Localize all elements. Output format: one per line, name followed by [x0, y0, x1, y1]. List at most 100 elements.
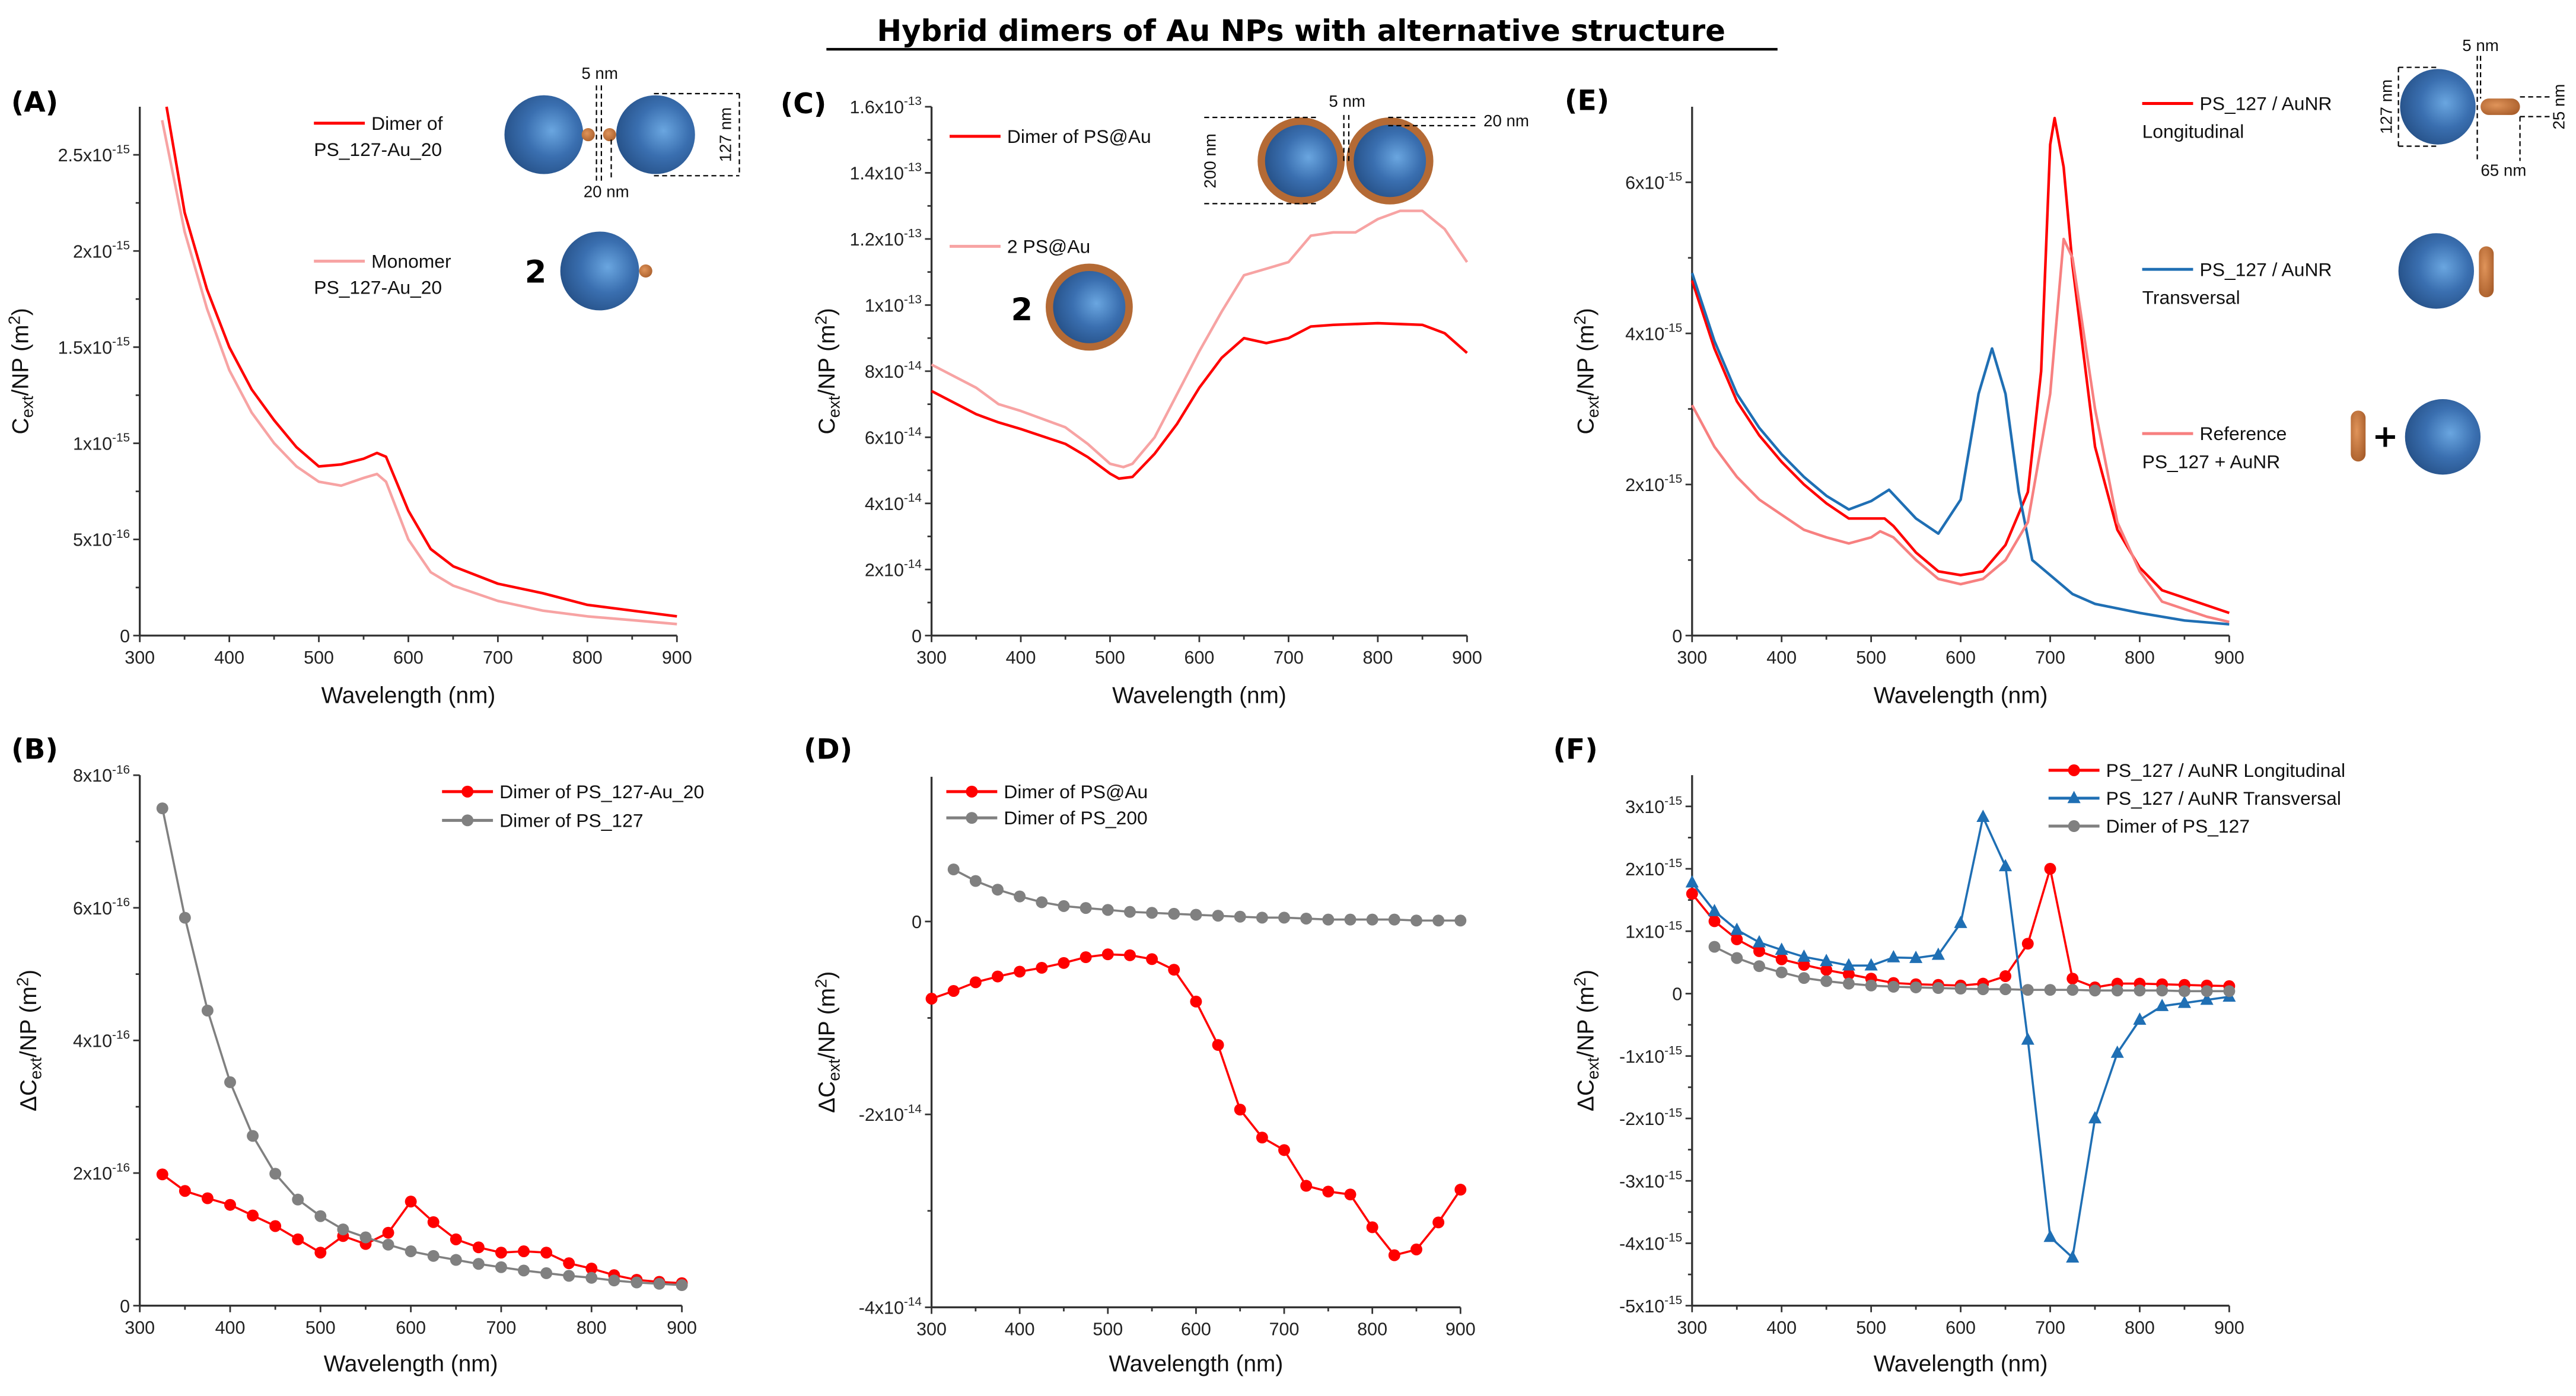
y-tick-label: 2x10-14 — [865, 557, 922, 581]
y-tick-label: -2x10-14 — [859, 1102, 922, 1125]
series-line — [165, 106, 677, 618]
legend-item: 2 PS@Au — [950, 235, 1090, 257]
data-point — [585, 1263, 598, 1275]
y-tick-base: 1.2x10 — [849, 230, 903, 250]
legend-item: Dimer of PS_127 — [442, 809, 644, 831]
y-label-main: ) — [16, 970, 42, 977]
data-point — [1036, 961, 1048, 974]
data-point — [495, 1261, 507, 1273]
x-axis-label: Wavelength (nm) — [321, 683, 496, 708]
data-point — [224, 1076, 236, 1088]
legend-label: 2 PS@Au — [1007, 235, 1090, 257]
data-point — [1410, 1243, 1422, 1255]
series-line — [1690, 237, 2230, 623]
y-label-main: C — [8, 417, 33, 434]
data-point — [1101, 948, 1114, 961]
data-point — [2021, 984, 2034, 996]
series-reference-ps-127-aunr — [1690, 237, 2230, 623]
diameter-label: 127 nm — [717, 107, 735, 162]
data-point — [1080, 951, 1092, 964]
x-tick-label: 700 — [1269, 1319, 1300, 1340]
data-point — [1730, 922, 1744, 935]
data-point — [2044, 984, 2056, 996]
series-2-ps-au — [931, 209, 1469, 468]
x-tick-label: 500 — [1856, 1318, 1886, 1338]
legend-marker — [461, 814, 474, 827]
y-label-subscript: ext — [824, 1059, 843, 1081]
y-tick-base: 5x10 — [73, 530, 112, 550]
data-point — [1454, 914, 1467, 927]
rod-width-label: 25 nm — [2549, 84, 2568, 130]
series-line — [161, 120, 677, 626]
y-tick-label: -4x10-15 — [1619, 1231, 1682, 1254]
data-point — [201, 1005, 214, 1017]
data-point — [2223, 985, 2236, 997]
data-point — [1775, 953, 1788, 965]
data-point — [1865, 979, 1877, 992]
data-point — [1454, 1184, 1467, 1196]
y-tick-base: 3x10 — [1625, 797, 1664, 817]
data-point — [2177, 995, 2191, 1008]
legend-item: Dimer of PS@Au — [950, 126, 1151, 147]
ps-core-icon — [1354, 125, 1426, 197]
legend-label: PS_127 + AuNR — [2142, 451, 2281, 472]
data-point — [540, 1267, 553, 1279]
y-tick-exponent: -15 — [1664, 1231, 1682, 1245]
y-tick-label: -2x10-15 — [1619, 1106, 1682, 1129]
x-tick-label: 300 — [125, 648, 155, 668]
y-tick-exponent: -15 — [112, 335, 130, 349]
data-point — [947, 985, 960, 997]
y-label-main: C — [1574, 417, 1599, 434]
panel-label: (C) — [781, 88, 827, 120]
y-tick-label: 1.5x10-15 — [58, 335, 130, 358]
x-axis-label: Wavelength (nm) — [1112, 683, 1287, 708]
data-point — [2043, 1229, 2057, 1242]
x-tick-label: 300 — [1677, 1318, 1707, 1338]
x-tick-label: 800 — [1357, 1319, 1387, 1340]
legend-item: Monomer PS_127-Au_20 — [314, 250, 451, 298]
data-point — [563, 1257, 575, 1270]
gap-label: 5 nm — [2462, 36, 2499, 55]
x-tick-label: 500 — [304, 648, 334, 668]
x-tick-label: 500 — [1093, 1319, 1123, 1340]
data-point — [1123, 949, 1136, 961]
ps-sphere-icon — [616, 95, 695, 174]
data-point — [1101, 904, 1114, 916]
y-tick-exponent: -14 — [904, 1295, 922, 1309]
y-tick-base: -4x10 — [859, 1298, 904, 1318]
legend-label: Dimer of PS_200 — [1004, 807, 1147, 828]
data-point — [1708, 915, 1721, 928]
legend-marker — [2068, 764, 2080, 776]
y-tick-label: 3x10-15 — [1625, 794, 1682, 817]
au-nanoparticle-icon — [639, 264, 652, 278]
legend-label: Reference — [2200, 423, 2287, 444]
y-tick-exponent: -13 — [904, 161, 922, 174]
data-point — [1842, 958, 1855, 971]
x-tick-label: 700 — [486, 1318, 517, 1338]
data-point — [2178, 985, 2190, 997]
series-ps-127-aunr-longitudinal — [1686, 863, 2236, 993]
y-tick-exponent: -16 — [112, 1028, 130, 1042]
x-tick-label: 800 — [572, 648, 603, 668]
shell-thickness-label: 20 nm — [1483, 111, 1529, 130]
data-point — [1080, 902, 1092, 914]
y-tick-label: 0 — [912, 626, 922, 646]
legend-label: PS_127 / AuNR — [2200, 93, 2332, 114]
y-tick-label: 1.2x10-13 — [849, 227, 921, 250]
y-tick-label: 6x10-14 — [865, 425, 922, 448]
y-tick-label: 0 — [912, 912, 922, 932]
x-tick-label: 400 — [214, 648, 244, 668]
data-point — [2021, 1032, 2034, 1045]
inset-a-dimer-schematic: 5 nm 20 nm 127 nm 2 — [504, 64, 740, 311]
x-axis-label: Wavelength (nm) — [1109, 1351, 1284, 1376]
ps-sphere-icon — [560, 231, 639, 311]
data-point — [156, 802, 168, 815]
x-tick-label: 800 — [2125, 1318, 2155, 1338]
panel-label: (A) — [11, 86, 58, 119]
data-point — [1212, 1039, 1224, 1051]
data-point — [1685, 875, 1699, 888]
series-line — [161, 1173, 682, 1285]
x-tick-label: 700 — [2035, 1318, 2065, 1338]
series-ps-127-aunr-longitudinal — [1690, 116, 2230, 614]
